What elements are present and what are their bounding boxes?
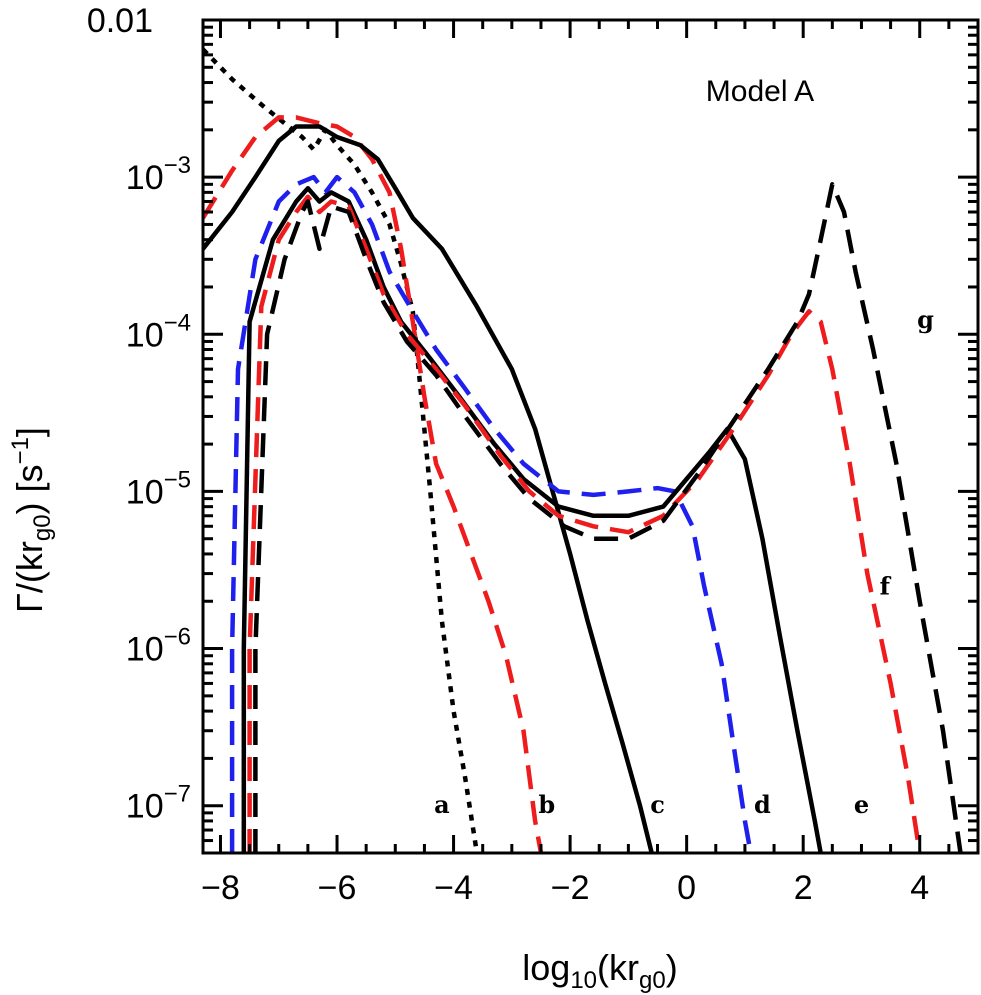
x-axis-title: log10(krg0) [522,947,677,994]
y-axis-title: Γ/(krg0) [s−1] [7,427,56,613]
x-tick-label: −2 [551,869,590,907]
curve-label-g: g [917,305,934,334]
curve-label-e: e [854,790,869,819]
series-line-g [253,182,963,853]
y-tick-label: 10−6 [126,624,191,669]
series-line-c [203,124,654,853]
x-tick-label: −8 [201,869,240,907]
series-line-d [229,174,753,853]
plot-frame [201,18,980,855]
curve-label-b: b [538,790,555,819]
series-line-b [203,115,544,853]
x-tick-label: −6 [318,869,357,907]
y-tick-label: 10−5 [126,466,191,511]
x-tick-label: 0 [677,869,696,907]
curve-label-d: d [754,790,771,819]
model-annotation: Model A [706,75,814,108]
curve-label-a: a [434,790,450,819]
curves-layer [203,47,963,853]
y-tick-label: 10−7 [126,781,191,826]
curve-label-f: f [880,572,892,601]
x-tick-label: 4 [910,869,929,907]
series-line-e [241,185,823,853]
y-tick-label: 10−3 [126,152,191,197]
x-tick-label: −4 [434,869,473,907]
y-tick-label: 0.01 [87,2,153,40]
ticks-layer [203,18,980,855]
curve-label-c: c [650,790,665,819]
series-line-f [247,194,922,853]
x-tick-label: 2 [794,869,813,907]
series-line-a [203,47,480,853]
labels-layer: −8 −6 −4 −2 0 2 4 10−7 10−6 10−5 10−4 10−3 0.01 a b c d e… [87,2,934,907]
y-tick-label: 10−4 [126,309,191,354]
